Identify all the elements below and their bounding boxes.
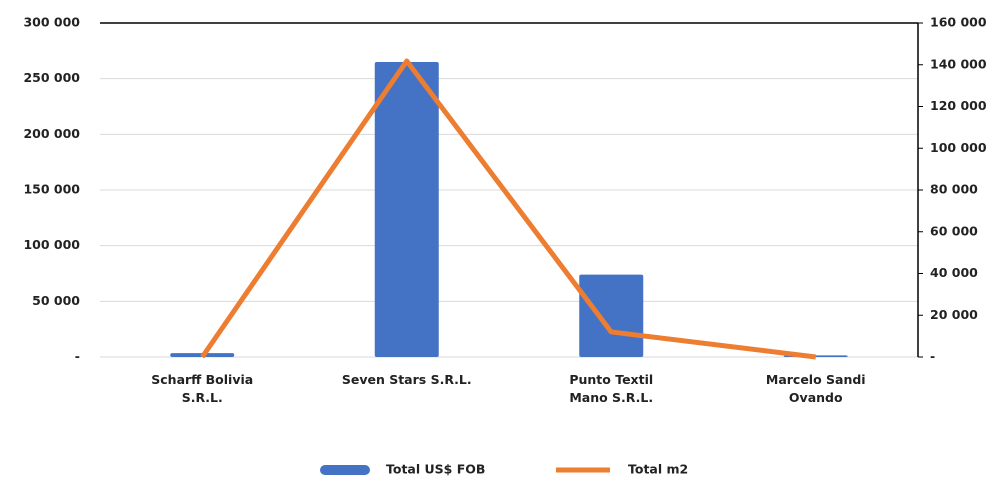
y-tick-label: 150 000 <box>23 182 80 197</box>
y2-tick-label: 60 000 <box>930 223 978 238</box>
y-tick-label: - <box>75 349 80 364</box>
y2-tick-label: 20 000 <box>930 307 978 322</box>
legend-swatch <box>320 465 370 475</box>
y2-tick-label: 140 000 <box>930 56 987 71</box>
bar <box>374 61 439 357</box>
y2-tick-label: - <box>930 349 935 364</box>
legend-label: Total US$ FOB <box>386 462 485 477</box>
y2-tick-label: 80 000 <box>930 182 978 197</box>
y-tick-label: 300 000 <box>23 15 80 30</box>
y-tick-label: 50 000 <box>32 293 80 308</box>
line <box>200 58 817 360</box>
x-tick-label: Scharff Bolivia S.R.L. <box>151 372 254 405</box>
y-tick-label: 100 000 <box>23 237 80 252</box>
x-tick-label: Punto Textil Mano S.R.L. <box>569 372 654 405</box>
bar <box>579 274 644 357</box>
legend-label: Total m2 <box>628 462 688 477</box>
y2-tick-label: 120 000 <box>930 98 987 113</box>
x-tick-label: Marcelo Sandi Ovando <box>765 372 866 405</box>
y-tick-label: 250 000 <box>23 70 80 85</box>
y2-tick-label: 40 000 <box>930 265 978 280</box>
y2-tick-label: 160 000 <box>930 15 987 30</box>
x-tick-label: Seven Stars S.R.L. <box>341 372 472 387</box>
y2-tick-label: 100 000 <box>930 140 987 155</box>
y-tick-label: 200 000 <box>23 126 80 141</box>
